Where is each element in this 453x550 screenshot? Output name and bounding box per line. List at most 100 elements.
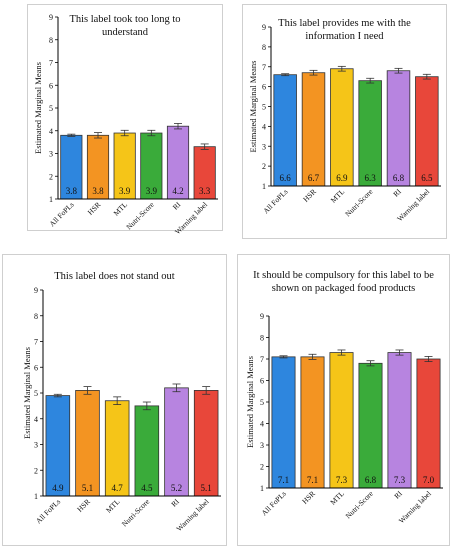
data-label: 7.0 [423,475,435,485]
chart-panel-4: It should be compulsory for this label t… [237,254,450,546]
x-tick-label: All FoPLs [34,497,62,525]
y-tick-label: 9 [262,23,266,32]
y-tick-label: 5 [262,103,266,112]
y-tick-label: 1 [49,195,53,204]
y-tick-label: 4 [34,415,38,424]
y-tick-label: 8 [262,43,266,52]
data-label: 7.1 [307,475,318,485]
x-tick-label: HSR [75,497,92,514]
x-tick-label: All FoPLs [47,200,75,228]
x-tick-label: HSR [300,489,317,506]
y-tick-label: 7 [260,355,264,364]
data-label: 3.8 [92,186,104,196]
x-tick-label: MTL [112,200,130,218]
y-tick-label: 6 [34,363,38,372]
x-tick-label: MTL [329,187,347,205]
data-label: 3.3 [199,186,211,196]
bar [416,358,441,489]
x-tick-label: Nutri-Score [120,497,152,529]
y-tick-label: 3 [49,150,53,159]
bar [75,390,100,497]
y-tick-label: 2 [262,162,266,171]
chart-svg-1: Estimated Marginal Means 1 2 3 4 5 6 7 8 9 3.8 All … [33,13,218,236]
y-tick-label: 3 [260,441,264,450]
chart-panel-3: This label does not stand out Estimated … [2,254,227,546]
y-tick-label: 8 [34,312,38,321]
bar [271,356,296,489]
bar [358,80,382,187]
data-label: 3.9 [146,186,158,196]
y-tick-label: 6 [49,81,53,90]
chart-title: This label provides me with the informat… [278,18,411,42]
bar [415,76,439,187]
x-tick-label: All FoPLs [261,187,289,215]
data-label: 6.7 [308,173,320,183]
data-label: 3.8 [66,186,78,196]
data-label: 3.9 [119,186,131,196]
data-label: 6.9 [336,173,348,183]
y-tick-label: 6 [260,377,264,386]
y-axis-label: Estimated Marginal Means [245,356,255,448]
data-label: 4.7 [112,483,124,493]
bar [387,352,412,489]
x-tick-label: HSR [301,187,318,204]
y-tick-label: 8 [260,334,264,343]
chart-title: It should be compulsory for this label t… [253,270,434,294]
x-tick-label: MTL [104,497,122,515]
x-tick-label: Nutri-Score [124,200,156,232]
data-label: 7.3 [394,475,406,485]
chart-svg-3: Estimated Marginal Means 1 2 3 4 5 6 7 8 9 4.9 All … [22,286,221,533]
bar [164,387,189,497]
bar [104,400,130,497]
data-label: 4.2 [172,186,183,196]
data-label: 4.5 [141,483,153,493]
data-label: 6.5 [421,173,433,183]
y-tick-label: 1 [260,484,264,493]
chart-svg-4: Estimated Marginal Means 1 2 3 4 5 6 7 8 9 7.1 All … [245,312,443,525]
x-tick-label: RI [391,187,403,199]
y-tick-label: 4 [262,122,266,131]
bar [386,70,411,187]
y-tick-label: 7 [262,63,266,72]
x-tick-label: RI [392,489,404,501]
y-tick-label: 3 [34,441,38,450]
y-axis-label: Estimated Marginal Means [248,61,258,153]
y-tick-label: 9 [34,286,38,295]
chart-panel-2: This label provides me with the informat… [242,4,447,239]
y-axis-label: Estimated Marginal Means [22,347,32,439]
x-tick-label: RI [169,497,181,509]
data-label: 6.8 [393,173,405,183]
chart-title: This label took too long to understand [69,14,181,38]
x-tick-label: All FoPLs [260,489,288,517]
bar [273,74,297,187]
x-tick-label: Nutri-Score [344,489,376,521]
data-label: 6.3 [365,173,377,183]
y-tick-label: 2 [34,466,38,475]
y-tick-label: 3 [262,142,266,151]
x-tick-label: RI [171,200,183,212]
y-tick-label: 6 [262,83,266,92]
bar [193,390,219,497]
y-tick-label: 1 [34,492,38,501]
y-tick-label: 5 [49,104,53,113]
y-tick-label: 9 [260,312,264,321]
bar [330,68,354,187]
x-tick-label: Nutri-Score [343,187,375,219]
data-label: 5.1 [201,483,212,493]
y-tick-label: 7 [34,338,38,347]
data-label: 4.9 [52,483,64,493]
y-tick-label: 5 [34,389,38,398]
data-label: 5.2 [171,483,182,493]
data-label: 5.1 [82,483,93,493]
bar [358,362,383,489]
x-tick-label: MTL [328,489,346,507]
chart-panel-1: This label took too long to understand E… [27,4,223,236]
chart-svg-2: Estimated Marginal Means 1 2 3 4 5 6 7 8 9 6.6 All … [248,23,441,223]
y-tick-label: 8 [49,36,53,45]
data-label: 7.1 [278,475,289,485]
bar [301,72,326,187]
y-tick-label: 4 [260,420,264,429]
y-tick-label: 5 [260,398,264,407]
bar [45,395,71,497]
bar [329,352,354,489]
